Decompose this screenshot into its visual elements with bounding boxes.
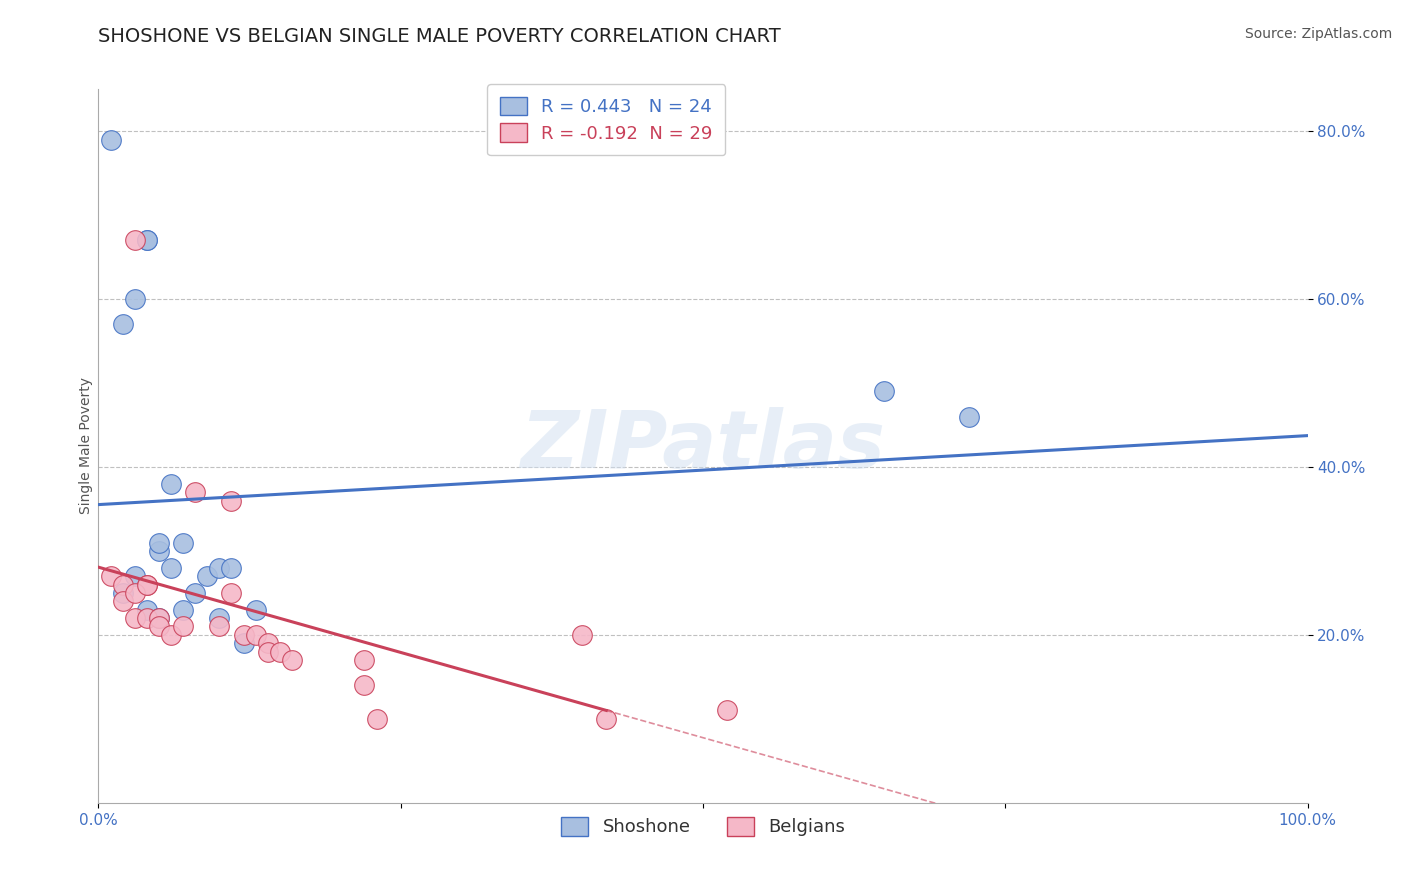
Point bbox=[716, 703, 738, 717]
Point bbox=[172, 603, 194, 617]
Point bbox=[124, 611, 146, 625]
Point bbox=[366, 712, 388, 726]
Point bbox=[111, 586, 134, 600]
Point bbox=[281, 653, 304, 667]
Point bbox=[124, 233, 146, 247]
Point bbox=[124, 292, 146, 306]
Point bbox=[148, 611, 170, 625]
Point bbox=[148, 611, 170, 625]
Text: SHOSHONE VS BELGIAN SINGLE MALE POVERTY CORRELATION CHART: SHOSHONE VS BELGIAN SINGLE MALE POVERTY … bbox=[98, 27, 782, 45]
Point bbox=[208, 560, 231, 574]
Point bbox=[135, 577, 157, 591]
Point bbox=[135, 611, 157, 625]
Point bbox=[100, 569, 122, 583]
Point bbox=[124, 569, 146, 583]
Point bbox=[245, 628, 267, 642]
Point bbox=[208, 611, 231, 625]
Point bbox=[160, 628, 183, 642]
Point bbox=[135, 603, 157, 617]
Point bbox=[221, 586, 243, 600]
Point bbox=[245, 603, 267, 617]
Point bbox=[353, 653, 375, 667]
Point bbox=[111, 594, 134, 608]
Point bbox=[221, 560, 243, 574]
Point bbox=[269, 645, 291, 659]
Point bbox=[873, 384, 896, 399]
Point bbox=[135, 233, 157, 247]
Point bbox=[571, 628, 593, 642]
Point bbox=[111, 318, 134, 332]
Legend: Shoshone, Belgians: Shoshone, Belgians bbox=[547, 803, 859, 851]
Point bbox=[135, 233, 157, 247]
Y-axis label: Single Male Poverty: Single Male Poverty bbox=[79, 377, 93, 515]
Point bbox=[595, 712, 617, 726]
Point bbox=[353, 678, 375, 692]
Point bbox=[256, 645, 278, 659]
Point bbox=[208, 619, 231, 633]
Point bbox=[160, 476, 183, 491]
Text: Source: ZipAtlas.com: Source: ZipAtlas.com bbox=[1244, 27, 1392, 41]
Point bbox=[172, 535, 194, 549]
Point bbox=[232, 628, 254, 642]
Point bbox=[160, 560, 183, 574]
Point bbox=[221, 493, 243, 508]
Text: ZIPatlas: ZIPatlas bbox=[520, 407, 886, 485]
Point bbox=[148, 535, 170, 549]
Point bbox=[124, 586, 146, 600]
Point bbox=[256, 636, 278, 650]
Point bbox=[232, 636, 254, 650]
Point bbox=[100, 132, 122, 146]
Point bbox=[135, 577, 157, 591]
Point bbox=[184, 485, 207, 500]
Point bbox=[172, 619, 194, 633]
Point bbox=[148, 544, 170, 558]
Point bbox=[111, 577, 134, 591]
Point bbox=[957, 409, 980, 424]
Point bbox=[195, 569, 218, 583]
Point bbox=[184, 586, 207, 600]
Point bbox=[148, 619, 170, 633]
